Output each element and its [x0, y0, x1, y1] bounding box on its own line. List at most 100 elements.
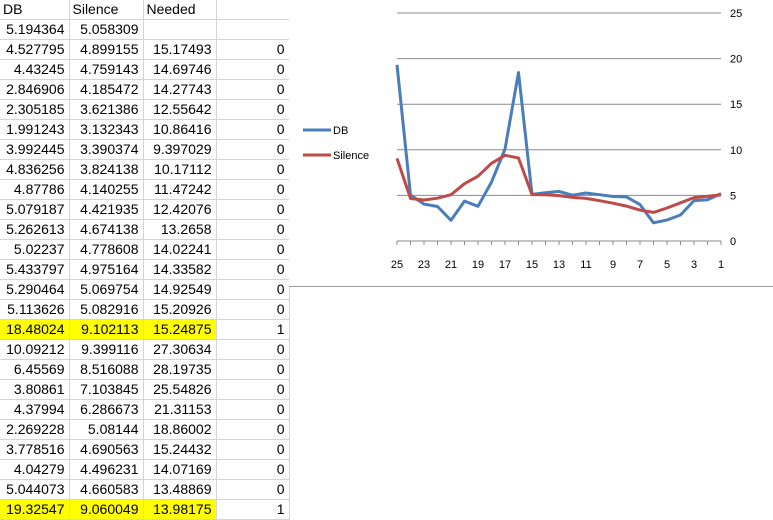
cell-silence[interactable]: 3.621386 — [69, 99, 144, 121]
cell-flag[interactable]: 0 — [216, 99, 290, 121]
cell-silence[interactable]: 4.759143 — [69, 59, 144, 81]
cell-db[interactable]: 4.87786 — [0, 179, 70, 201]
cell-flag[interactable]: 0 — [216, 39, 290, 61]
cell-needed[interactable]: 13.98175 — [143, 499, 217, 520]
cell-db[interactable]: 5.044073 — [0, 479, 70, 501]
cell-flag[interactable]: 0 — [216, 59, 290, 81]
cell-flag[interactable]: 0 — [216, 399, 290, 421]
cell-flag[interactable]: 0 — [216, 179, 290, 201]
cell-silence[interactable]: 7.103845 — [69, 379, 144, 401]
cell-needed[interactable]: 28.19735 — [143, 359, 217, 381]
cell-needed[interactable]: 11.47242 — [143, 179, 217, 201]
cell-needed[interactable]: 14.27743 — [143, 79, 217, 101]
cell-needed[interactable] — [143, 19, 217, 41]
cell-db[interactable]: 5.194364 — [0, 19, 70, 41]
cell-needed[interactable]: 10.86416 — [143, 119, 217, 141]
cell-silence[interactable]: 9.102113 — [69, 319, 144, 341]
cell-silence[interactable]: 4.674138 — [69, 219, 144, 241]
header-flag[interactable] — [216, 0, 290, 21]
cell-flag[interactable]: 1 — [216, 499, 290, 520]
cell-db[interactable]: 4.527795 — [0, 39, 70, 61]
cell-needed[interactable]: 13.48869 — [143, 479, 217, 501]
cell-needed[interactable]: 15.24432 — [143, 439, 217, 461]
cell-needed[interactable]: 14.69746 — [143, 59, 217, 81]
cell-flag[interactable]: 0 — [216, 79, 290, 101]
cell-needed[interactable]: 15.24875 — [143, 319, 217, 341]
cell-silence[interactable]: 4.899155 — [69, 39, 144, 61]
cell-flag[interactable]: 0 — [216, 259, 290, 281]
cell-db[interactable]: 5.262613 — [0, 219, 70, 241]
cell-silence[interactable]: 4.975164 — [69, 259, 144, 281]
cell-flag[interactable]: 0 — [216, 379, 290, 401]
cell-silence[interactable]: 3.390374 — [69, 139, 144, 161]
cell-db[interactable]: 3.992445 — [0, 139, 70, 161]
cell-silence[interactable]: 4.421935 — [69, 199, 144, 221]
cell-silence[interactable]: 8.516088 — [69, 359, 144, 381]
cell-needed[interactable]: 21.31153 — [143, 399, 217, 421]
cell-db[interactable]: 4.37994 — [0, 399, 70, 421]
cell-silence[interactable]: 6.286673 — [69, 399, 144, 421]
cell-db[interactable]: 3.80861 — [0, 379, 70, 401]
cell-silence[interactable]: 4.185472 — [69, 79, 144, 101]
cell-silence[interactable]: 5.069754 — [69, 279, 144, 301]
cell-needed[interactable]: 14.92549 — [143, 279, 217, 301]
cell-db[interactable]: 19.32547 — [0, 499, 70, 520]
cell-needed[interactable]: 10.17112 — [143, 159, 217, 181]
cell-db[interactable]: 10.09212 — [0, 339, 70, 361]
line-chart[interactable]: 0 5 10 15 20 25 25 23 21 19 17 15 13 11 9 7 5 3 1 DB Silence — [289, 0, 773, 287]
cell-silence[interactable]: 5.058309 — [69, 19, 144, 41]
cell-needed[interactable]: 13.2658 — [143, 219, 217, 241]
cell-needed[interactable]: 27.30634 — [143, 339, 217, 361]
cell-needed[interactable]: 25.54826 — [143, 379, 217, 401]
cell-needed[interactable]: 14.33582 — [143, 259, 217, 281]
cell-db[interactable]: 4.43245 — [0, 59, 70, 81]
cell-flag[interactable]: 0 — [216, 479, 290, 501]
header-needed[interactable]: Needed — [143, 0, 217, 21]
cell-needed[interactable]: 18.86002 — [143, 419, 217, 441]
cell-flag[interactable]: 0 — [216, 359, 290, 381]
cell-db[interactable]: 18.48024 — [0, 319, 70, 341]
cell-silence[interactable]: 4.140255 — [69, 179, 144, 201]
cell-db[interactable]: 2.305185 — [0, 99, 70, 121]
cell-silence[interactable]: 5.08144 — [69, 419, 144, 441]
cell-silence[interactable]: 4.778608 — [69, 239, 144, 261]
cell-db[interactable]: 4.836256 — [0, 159, 70, 181]
cell-flag[interactable]: 1 — [216, 319, 290, 341]
cell-flag[interactable]: 0 — [216, 239, 290, 261]
cell-db[interactable]: 5.02237 — [0, 239, 70, 261]
cell-flag[interactable]: 0 — [216, 139, 290, 161]
cell-db[interactable]: 5.113626 — [0, 299, 70, 321]
cell-needed[interactable]: 14.02241 — [143, 239, 217, 261]
cell-flag[interactable] — [216, 19, 290, 41]
cell-silence[interactable]: 9.399116 — [69, 339, 144, 361]
cell-needed[interactable]: 9.397029 — [143, 139, 217, 161]
cell-needed[interactable]: 12.42076 — [143, 199, 217, 221]
cell-needed[interactable]: 12.55642 — [143, 99, 217, 121]
cell-db[interactable]: 2.269228 — [0, 419, 70, 441]
cell-silence[interactable]: 3.132343 — [69, 119, 144, 141]
cell-flag[interactable]: 0 — [216, 279, 290, 301]
header-silence[interactable]: Silence — [69, 0, 144, 21]
cell-flag[interactable]: 0 — [216, 119, 290, 141]
cell-needed[interactable]: 15.17493 — [143, 39, 217, 61]
cell-silence[interactable]: 4.690563 — [69, 439, 144, 461]
cell-flag[interactable]: 0 — [216, 419, 290, 441]
cell-db[interactable]: 4.04279 — [0, 459, 70, 481]
cell-flag[interactable]: 0 — [216, 159, 290, 181]
cell-db[interactable]: 5.433797 — [0, 259, 70, 281]
header-db[interactable]: DB — [0, 0, 70, 21]
cell-silence[interactable]: 4.660583 — [69, 479, 144, 501]
cell-silence[interactable]: 9.060049 — [69, 499, 144, 520]
cell-needed[interactable]: 14.07169 — [143, 459, 217, 481]
cell-db[interactable]: 5.079187 — [0, 199, 70, 221]
cell-silence[interactable]: 5.082916 — [69, 299, 144, 321]
cell-flag[interactable]: 0 — [216, 299, 290, 321]
cell-needed[interactable]: 15.20926 — [143, 299, 217, 321]
cell-silence[interactable]: 4.496231 — [69, 459, 144, 481]
cell-flag[interactable]: 0 — [216, 219, 290, 241]
cell-flag[interactable]: 0 — [216, 459, 290, 481]
cell-db[interactable]: 5.290464 — [0, 279, 70, 301]
cell-db[interactable]: 2.846906 — [0, 79, 70, 101]
cell-db[interactable]: 6.45569 — [0, 359, 70, 381]
cell-db[interactable]: 1.991243 — [0, 119, 70, 141]
